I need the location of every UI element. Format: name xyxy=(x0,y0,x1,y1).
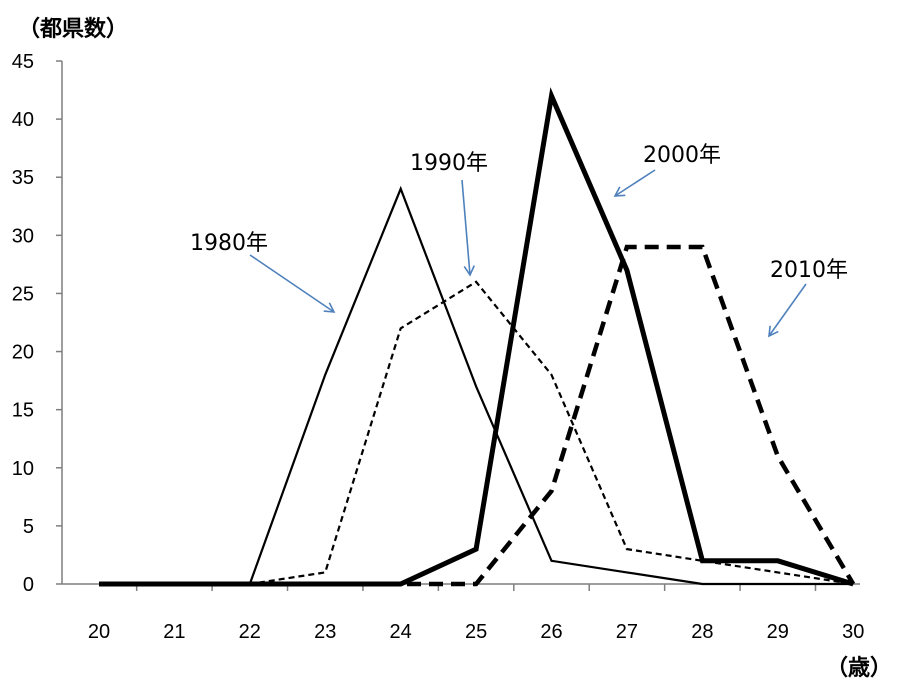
series-annotation-label: 2010年 xyxy=(770,258,848,283)
x-tick-label: 28 xyxy=(691,621,713,643)
y-tick-label: 5 xyxy=(23,516,34,538)
x-tick-label: 27 xyxy=(616,621,638,643)
x-tick-label: 21 xyxy=(163,621,185,643)
x-tick-label: 22 xyxy=(239,621,261,643)
y-tick-label: 20 xyxy=(12,342,34,364)
x-tick-label: 30 xyxy=(842,621,864,643)
x-tick-label: 29 xyxy=(767,621,789,643)
annotation-arrow xyxy=(249,254,336,313)
y-tick-label: 0 xyxy=(23,574,34,596)
series-annotation-label: 1980年 xyxy=(190,231,268,256)
x-tick-label: 26 xyxy=(540,621,562,643)
y-tick-label: 35 xyxy=(12,167,34,189)
series-lines xyxy=(99,87,856,587)
y-tick-label: 45 xyxy=(12,51,34,73)
x-tick-label: 24 xyxy=(390,621,412,643)
series-annotation-label: 2000年 xyxy=(643,143,721,168)
y-tick-label: 25 xyxy=(12,283,34,305)
annotation-arrow xyxy=(461,179,475,277)
y-tick-labels: 0 5 10 15 20 25 30 35 40 45 xyxy=(12,51,34,596)
y-axis-label: （都県数） xyxy=(18,16,128,42)
x-tick-label: 20 xyxy=(88,621,110,643)
y-tick-label: 15 xyxy=(12,400,34,422)
series-annotations: 1980年 1990年 2000年 2010年 xyxy=(190,143,848,338)
annotation-arrow xyxy=(768,283,807,338)
series-annotation-label: 1990年 xyxy=(410,151,488,176)
annotation-arrow xyxy=(613,169,656,197)
x-axis-label: （歳） xyxy=(826,656,892,681)
x-tick-label: 23 xyxy=(314,621,336,643)
x-tick-label: 25 xyxy=(465,621,487,643)
y-tick-label: 10 xyxy=(12,458,34,480)
series-line-3 xyxy=(99,87,854,587)
axes xyxy=(56,60,860,591)
y-tick-label: 40 xyxy=(12,109,34,131)
series-line-4 xyxy=(99,244,856,587)
y-tick-label: 30 xyxy=(12,225,34,247)
x-tick-labels: 20 21 22 23 24 25 26 27 28 29 30 xyxy=(88,621,865,643)
